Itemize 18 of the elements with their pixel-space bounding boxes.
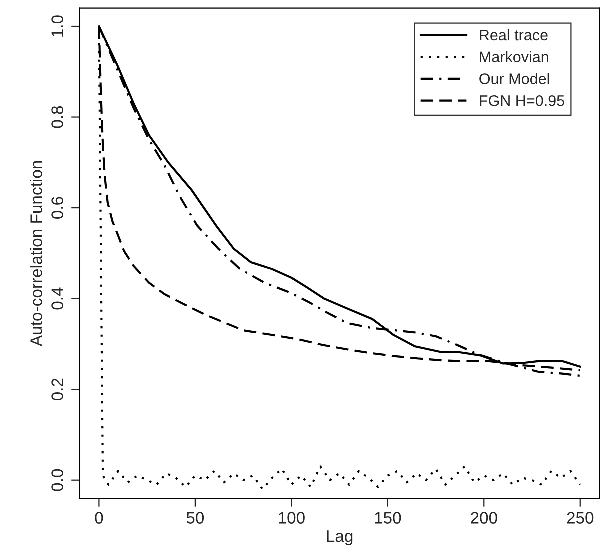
y-tick-label: 0.4 xyxy=(52,288,64,310)
legend-label: FGN H=0.95 xyxy=(480,96,564,106)
x-tick-label: 250 xyxy=(567,512,594,524)
legend-label: Markovian xyxy=(480,51,548,63)
x-tick-label: 100 xyxy=(279,512,305,524)
legend-label: Real trace xyxy=(480,29,548,41)
x-tick-label: 200 xyxy=(471,512,498,524)
x-axis-title: Lag xyxy=(327,530,353,546)
y-tick-label: 0.6 xyxy=(52,197,64,219)
legend-label: Our Model xyxy=(480,73,550,84)
y-axis-title: Auto-correlation Function xyxy=(30,161,42,346)
y-tick-label: 0.2 xyxy=(52,378,64,401)
x-tick-label: 150 xyxy=(375,512,402,524)
y-tick-label: 0.0 xyxy=(52,469,64,492)
y-tick-label: 0.8 xyxy=(52,106,64,128)
x-tick-label: 50 xyxy=(186,512,204,524)
y-tick-label: 1.0 xyxy=(52,16,64,37)
x-tick-label: 0 xyxy=(95,512,104,524)
